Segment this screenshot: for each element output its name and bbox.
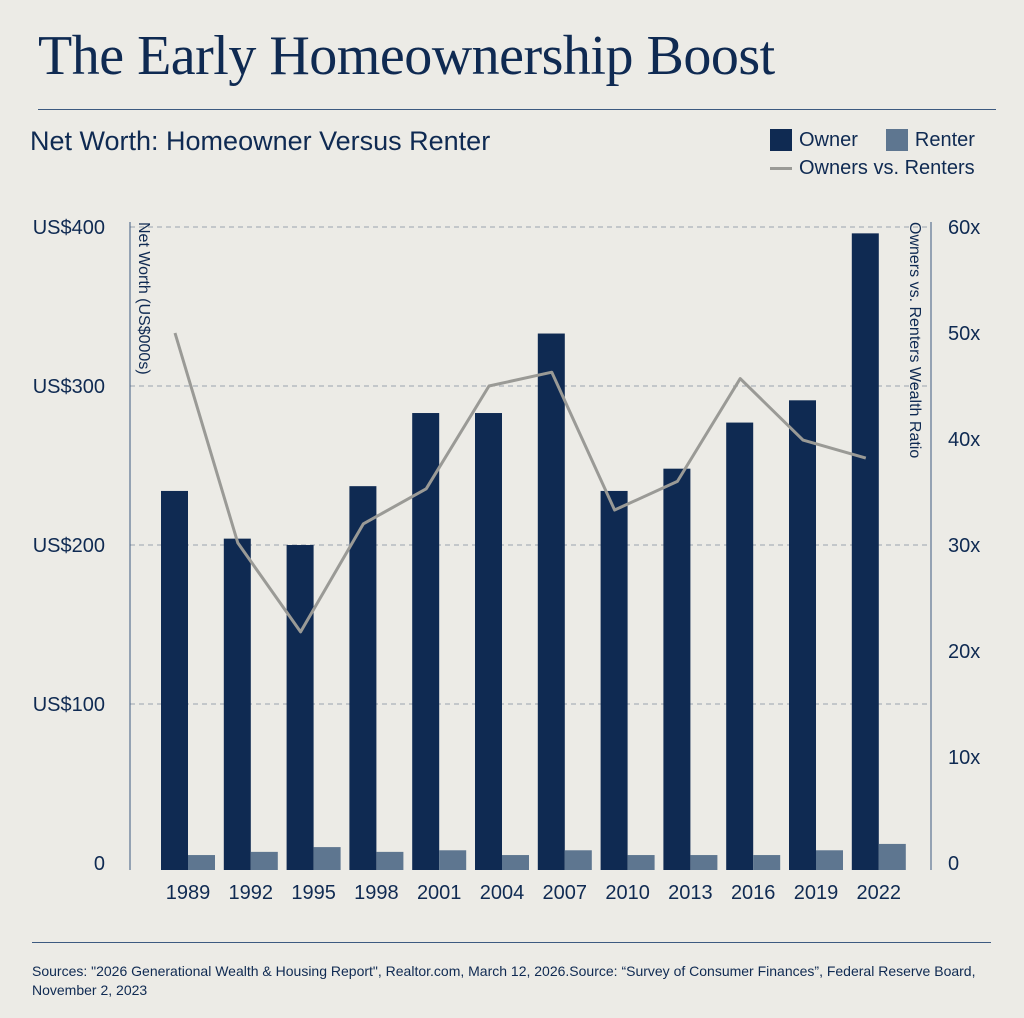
sources-note: Sources: "2026 Generational Wealth & Hou… bbox=[32, 963, 976, 998]
x-tick-label: 2016 bbox=[731, 882, 776, 904]
owner-bar bbox=[161, 490, 188, 870]
renter-bar bbox=[816, 850, 843, 870]
x-tick-label: 1989 bbox=[166, 882, 211, 904]
chart-subtitle: Net Worth: Homeowner Versus Renter bbox=[30, 126, 491, 156]
right-tick-label: 10x bbox=[948, 747, 980, 769]
left-axis-title: Net Worth (US$000s) bbox=[135, 222, 152, 375]
left-tick-label: US$400 bbox=[33, 217, 105, 239]
right-tick-label: 50x bbox=[948, 323, 980, 345]
renter-bar bbox=[502, 855, 529, 870]
ratio-line bbox=[173, 332, 867, 634]
ratio-line-swatch bbox=[770, 166, 792, 170]
renter-bar bbox=[753, 855, 781, 870]
renter-bar bbox=[878, 843, 906, 870]
x-tick-label: 2013 bbox=[668, 882, 713, 904]
right-tick-label: 20x bbox=[948, 641, 980, 663]
x-tick-label: 1998 bbox=[354, 882, 399, 904]
left-tick-label: US$100 bbox=[33, 694, 105, 716]
renter-bar bbox=[313, 847, 341, 870]
right-axis-title: Owners vs. Renters Wealth Ratio bbox=[906, 222, 923, 458]
x-tick-label: 1995 bbox=[291, 882, 336, 904]
owner-bar bbox=[726, 422, 754, 870]
owner-bar bbox=[600, 490, 628, 870]
owner-swatch bbox=[770, 129, 792, 151]
renter-swatch bbox=[885, 129, 908, 151]
x-tick-label: 2022 bbox=[857, 882, 902, 904]
chart-legend: Owner Renter Owners vs. Renters bbox=[770, 126, 1003, 182]
footer-divider bbox=[32, 942, 991, 943]
right-tick-label: 0 bbox=[948, 853, 959, 875]
x-tick-label: 2007 bbox=[543, 882, 588, 904]
owner-bar bbox=[537, 333, 565, 870]
owner-bar bbox=[412, 413, 440, 870]
right-tick-label: 40x bbox=[948, 429, 980, 451]
left-tick-label: US$300 bbox=[33, 376, 105, 398]
owner-bar bbox=[223, 538, 251, 870]
x-tick-label: 2004 bbox=[480, 882, 525, 904]
renter-bar bbox=[690, 855, 718, 870]
legend-label-owner: Owner bbox=[799, 128, 858, 151]
renter-bar bbox=[627, 855, 655, 870]
owner-bar bbox=[475, 413, 502, 870]
legend-item-owner: Owner bbox=[770, 129, 858, 152]
right-tick-label: 30x bbox=[948, 535, 980, 557]
left-tick-label: 0 bbox=[94, 853, 105, 875]
legend-label-ratio: Owners vs. Renters bbox=[799, 156, 975, 179]
legend-item-ratio: Owners vs. Renters bbox=[770, 157, 975, 180]
owner-bar bbox=[851, 233, 879, 871]
owner-bar bbox=[663, 468, 691, 870]
renter-bar bbox=[439, 850, 467, 870]
ratio-line-layer bbox=[173, 332, 867, 634]
left-tick-label: US$200 bbox=[33, 535, 105, 557]
renter-bar bbox=[188, 855, 215, 870]
legend-item-renter: Renter bbox=[885, 128, 975, 152]
x-tick-label: 2010 bbox=[605, 882, 650, 904]
title-divider bbox=[38, 109, 996, 110]
x-tick-label: 2001 bbox=[417, 882, 462, 904]
owner-bar bbox=[286, 545, 314, 870]
owner-bar bbox=[349, 486, 377, 870]
owner-bar bbox=[789, 400, 816, 870]
renter-bar bbox=[376, 851, 404, 870]
renter-bar bbox=[250, 851, 278, 870]
axis-labels: 0 US$100 US$200 US$300 US$400 0 10x 20x 30x 40x 50… bbox=[33, 217, 981, 904]
right-tick-label: 60x bbox=[948, 217, 980, 239]
legend-label-renter: Renter bbox=[914, 128, 975, 151]
x-tick-label: 1992 bbox=[229, 882, 274, 904]
bars bbox=[161, 233, 906, 871]
x-tick-label: 2019 bbox=[794, 882, 839, 904]
page-title: The Early Homeownership Boost bbox=[38, 25, 775, 87]
renter-bar bbox=[564, 850, 592, 870]
